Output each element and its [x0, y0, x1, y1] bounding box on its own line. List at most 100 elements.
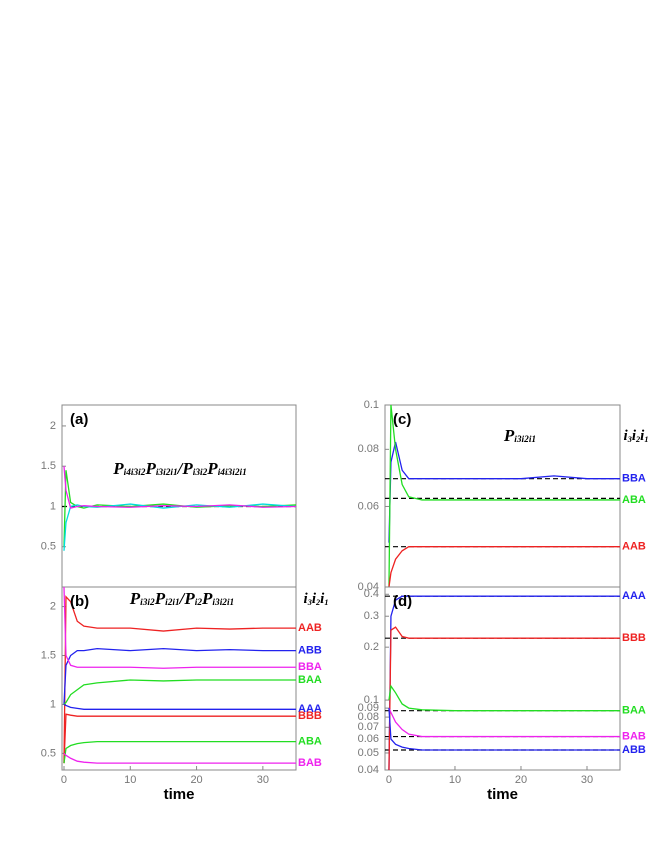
legend-title: i3i2i1 [624, 428, 649, 444]
plot-frame [61, 586, 297, 771]
x-tick-label: 10 [449, 774, 461, 786]
subscript: i3i2i1 [212, 598, 234, 608]
series-line [388, 546, 620, 588]
x-tick-label: 30 [257, 774, 269, 786]
series-line [63, 503, 297, 551]
y-tick-label: 0.4 [364, 588, 379, 600]
series-label: ABA [622, 494, 646, 506]
series-line [63, 752, 296, 764]
y-tick-label: 1.5 [41, 649, 56, 661]
x-tick-label: 20 [515, 774, 527, 786]
y-tick-label: 0.5 [41, 541, 56, 553]
series-label: AAB [622, 541, 646, 553]
series-line [388, 441, 620, 543]
y-tick-label: 0.04 [358, 764, 379, 776]
legend-title: i3i2i1 [304, 591, 329, 607]
y-tick-label: 0.04 [358, 581, 379, 593]
symbol: i [624, 428, 629, 444]
x-tick-label: 10 [124, 774, 136, 786]
x-tick-label: 20 [190, 774, 202, 786]
panel-label: (c) [393, 411, 411, 428]
x-tick-label: 0 [61, 774, 67, 786]
panel-title: Pi3i2Pi2i1/Pi2Pi3i2i1 [129, 589, 234, 608]
symbol: P [206, 459, 218, 478]
symbol: i [640, 428, 645, 444]
symbol: /P [176, 459, 194, 478]
y-tick-label: 0.06 [358, 733, 379, 745]
subscript: 1 [644, 435, 648, 444]
subscript: i2i1 [165, 598, 180, 608]
series-label: ABB [298, 645, 322, 657]
series-label: AAA [298, 703, 322, 715]
y-tick-label: 0.08 [358, 711, 379, 723]
series-label: BAA [622, 705, 646, 717]
symbol: P [129, 589, 141, 608]
y-tick-label: 0.06 [358, 500, 379, 512]
plot-frame [384, 404, 621, 588]
series-line [63, 647, 296, 705]
series-label: AAA [622, 590, 646, 602]
subscript: 3 [627, 435, 632, 444]
y-tick-label: 0.09 [358, 702, 379, 714]
series-label: BBA [622, 473, 646, 485]
series-line [388, 708, 620, 751]
symbol: P [112, 459, 124, 478]
y-tick-label: 2 [50, 600, 56, 612]
panel-label: (a) [70, 411, 88, 428]
series-label: BAB [298, 757, 322, 769]
series-line [63, 679, 296, 705]
plot-frame [384, 586, 621, 771]
series-line [63, 595, 296, 764]
symbol: /P [178, 589, 196, 608]
series-line [388, 707, 620, 738]
subscript: i3i2i1 [156, 468, 178, 478]
y-tick-label: 0.1 [364, 399, 379, 411]
x-tick-label: 0 [386, 774, 392, 786]
series-line [388, 404, 620, 588]
panel-label: (d) [393, 593, 412, 610]
subscript: i4i3i2i1 [218, 468, 247, 478]
series-line [63, 466, 297, 509]
x-axis-label: time [487, 786, 518, 803]
series-label: BAA [298, 674, 322, 686]
x-axis-label: time [164, 786, 195, 803]
series-label: AAB [298, 622, 322, 634]
panel-title: Pi3i2i1 [503, 426, 536, 445]
symbol: P [201, 589, 213, 608]
symbol: P [144, 459, 156, 478]
series-label: BBB [622, 632, 646, 644]
y-tick-label: 1.5 [41, 460, 56, 472]
y-tick-label: 0.5 [41, 747, 56, 759]
subscript: 3 [307, 598, 312, 607]
y-tick-label: 1 [50, 500, 56, 512]
subscript: i3i2i1 [514, 435, 536, 445]
symbol: i [632, 428, 637, 444]
series-label: ABA [298, 736, 322, 748]
series-label: BBA [298, 661, 322, 673]
subscript: i4i3i2 [124, 468, 146, 478]
panel-title: Pi4i3i2Pi3i2i1/Pi3i2Pi4i3i2i1 [112, 459, 247, 478]
plot-frame [61, 404, 297, 588]
series-line [63, 740, 296, 764]
series-line [388, 595, 620, 771]
symbol: i [312, 591, 317, 607]
symbol: i [320, 591, 325, 607]
series-label: BBB [298, 710, 322, 722]
series-line [63, 586, 296, 669]
y-tick-label: 0.08 [358, 443, 379, 455]
panel-label: (b) [70, 593, 89, 610]
subscript: 2 [315, 598, 320, 607]
y-tick-label: 1 [50, 698, 56, 710]
series-line [63, 713, 296, 764]
symbol: P [154, 589, 166, 608]
series-label: BAB [622, 730, 646, 742]
y-tick-label: 0.2 [364, 641, 379, 653]
series-line [388, 684, 620, 712]
series-line [63, 470, 297, 547]
y-tick-label: 0.3 [364, 610, 379, 622]
y-tick-label: 0.07 [358, 721, 379, 733]
series-label: ABB [622, 744, 646, 756]
x-tick-label: 30 [581, 774, 593, 786]
